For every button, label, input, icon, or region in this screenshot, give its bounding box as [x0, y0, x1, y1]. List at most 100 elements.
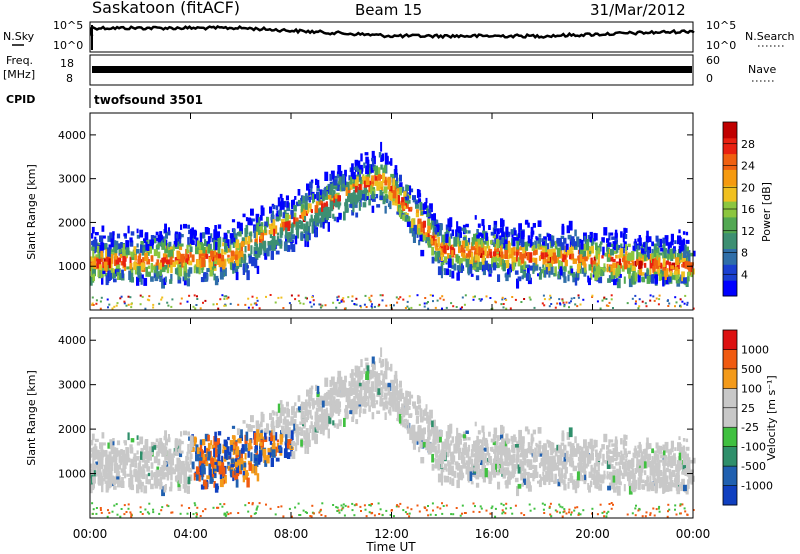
power-cell [608, 232, 611, 241]
velocity-cell [480, 460, 485, 465]
power-cell [111, 270, 115, 277]
power-cell [638, 253, 643, 257]
power-cell [462, 255, 467, 262]
velocity-cell [150, 462, 154, 469]
velocity-cell [624, 467, 628, 477]
power-cell [116, 269, 120, 273]
power-cell [686, 261, 691, 270]
velocity-cell [293, 419, 297, 426]
velocity-cell [281, 428, 286, 434]
velocity-cell [544, 459, 548, 465]
power-cell [431, 214, 434, 221]
velocity-cell [576, 443, 580, 449]
velocity-cell [226, 446, 230, 456]
power-cell [207, 244, 211, 254]
power-cell [222, 237, 225, 242]
power-cell [92, 273, 95, 281]
power-cell [566, 249, 570, 256]
velocity-cell [582, 456, 586, 464]
velocity-cell [120, 449, 123, 455]
power-cell [178, 267, 183, 277]
power-cell [352, 204, 355, 213]
power-cell [576, 239, 579, 248]
power-cell [179, 253, 183, 263]
power-cell [595, 250, 598, 260]
power-cell [644, 273, 648, 279]
power-cell [592, 260, 596, 265]
power-cell [355, 297, 358, 300]
power-cell [227, 258, 232, 264]
velocity-cell [517, 483, 522, 489]
velocity-cell [611, 443, 615, 447]
power-cell [358, 176, 362, 181]
power-cell [122, 255, 126, 266]
power-cell [254, 239, 258, 244]
power-cell [548, 260, 553, 267]
velocity-cell [467, 473, 470, 483]
velocity-cell [528, 463, 533, 470]
power-cell [554, 306, 557, 309]
velocity-cell [517, 439, 521, 446]
power-cell [501, 259, 504, 267]
velocity-cell [551, 446, 555, 454]
power-cell [169, 256, 173, 265]
power-cell [668, 302, 671, 305]
power-cell [247, 241, 250, 251]
velocity-cell [199, 439, 204, 445]
power-cell [513, 227, 516, 232]
power-cell [381, 299, 384, 302]
power-cell [110, 268, 114, 273]
velocity-cell [153, 456, 158, 464]
velocity-cell [222, 473, 225, 483]
power-cell [253, 302, 256, 305]
power-cell [222, 242, 225, 247]
power-cell [371, 175, 374, 182]
velocity-cell [516, 486, 520, 497]
power-cell [368, 164, 372, 174]
velocity-cell [175, 451, 179, 456]
power-cell [649, 258, 653, 269]
power-cell [560, 235, 565, 239]
power-cell [104, 243, 108, 250]
velocity-cell [451, 457, 454, 464]
power-cell [685, 231, 689, 236]
velocity-cell [649, 475, 652, 483]
power-cell [559, 250, 563, 259]
power-cell [114, 245, 118, 254]
power-cell [565, 301, 568, 304]
power-cell [342, 175, 345, 184]
velocity-cell [390, 399, 393, 408]
velocity-cell [502, 426, 505, 433]
power-cell [380, 154, 383, 162]
velocity-cell [403, 397, 407, 403]
power-cell [92, 304, 95, 306]
velocity-cell [598, 484, 603, 491]
power-cell [291, 199, 295, 207]
power-cell [425, 302, 428, 305]
power-cell [692, 250, 696, 257]
power-cell [196, 298, 199, 300]
power-cell [538, 233, 542, 238]
power-cell [358, 193, 362, 199]
velocity-cell [441, 441, 445, 451]
power-cell [202, 247, 206, 254]
power-cell [682, 257, 686, 266]
power-cell [293, 205, 297, 212]
power-cell [599, 241, 603, 245]
power-cell [493, 262, 497, 271]
velocity-cell [459, 466, 463, 477]
velocity-cell [185, 455, 188, 466]
velocity-cell [179, 453, 183, 458]
power-cell [523, 298, 526, 300]
power-cell [99, 307, 102, 310]
velocity-cell [100, 465, 103, 469]
power-cell [589, 236, 593, 243]
velocity-cell [175, 440, 179, 448]
velocity-cell [354, 385, 359, 392]
power-cell [684, 294, 687, 297]
power-cell [148, 295, 151, 298]
power-cell [439, 230, 442, 236]
power-cell [643, 250, 647, 257]
velocity-cell [107, 454, 111, 464]
velocity-cell [350, 399, 354, 409]
